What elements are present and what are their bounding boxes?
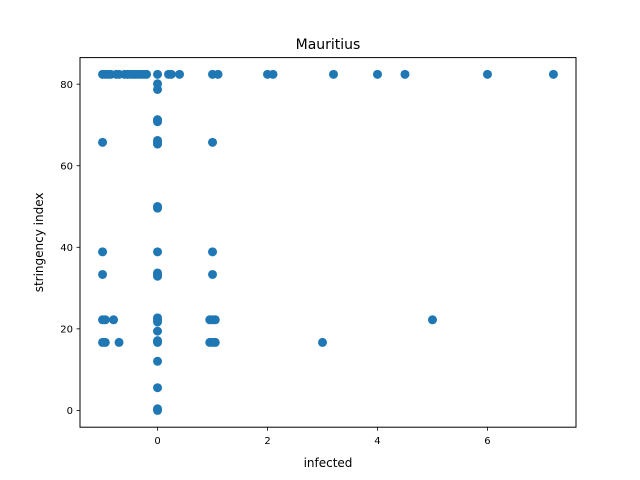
data-point — [153, 356, 163, 366]
data-point — [98, 137, 108, 147]
data-point — [153, 271, 163, 281]
data-point — [153, 117, 163, 127]
data-point — [268, 69, 278, 79]
data-point — [427, 315, 437, 325]
x-tick-label: 2 — [264, 436, 270, 447]
data-point — [208, 269, 218, 279]
data-point — [109, 315, 119, 325]
data-point — [329, 69, 338, 79]
data-point — [208, 247, 218, 257]
data-point — [208, 137, 218, 147]
data-point — [372, 69, 382, 79]
data-point — [100, 315, 110, 325]
y-axis-ticks: 0 20 40 60 80 — [60, 80, 80, 417]
data-point — [153, 203, 163, 213]
data-point — [98, 247, 108, 257]
data-point — [166, 69, 176, 79]
data-point — [548, 69, 558, 79]
chart-title: Mauritius — [296, 37, 361, 53]
y-axis-label: stringency index — [32, 193, 46, 293]
x-tick-label: 4 — [374, 436, 380, 447]
points-layer — [98, 69, 558, 415]
plot-area-frame — [79, 57, 577, 428]
data-point — [153, 69, 163, 79]
data-point — [153, 383, 163, 393]
data-point — [318, 337, 327, 347]
y-tick-label: 60 — [60, 161, 73, 172]
x-axis-label: infected — [304, 456, 353, 470]
y-tick-label: 40 — [60, 243, 73, 254]
y-tick-label: 0 — [67, 406, 73, 417]
y-tick-label: 80 — [60, 80, 73, 91]
data-point — [482, 69, 492, 79]
data-point — [98, 269, 108, 279]
data-point — [153, 247, 163, 257]
x-tick-label: 6 — [484, 436, 490, 447]
x-axis-ticks: 0 2 4 6 — [154, 427, 491, 447]
x-tick-label: 0 — [154, 436, 160, 447]
data-point — [100, 337, 110, 347]
data-point — [153, 317, 163, 327]
data-point — [142, 69, 152, 79]
data-point — [114, 337, 124, 347]
data-point — [210, 315, 220, 325]
data-point — [175, 69, 185, 79]
data-point — [153, 404, 163, 414]
data-point — [400, 69, 410, 79]
data-point — [153, 326, 163, 336]
data-point — [153, 84, 163, 94]
data-point — [210, 337, 220, 347]
data-point — [153, 336, 163, 346]
data-point — [153, 139, 163, 149]
y-tick-label: 20 — [60, 324, 73, 335]
data-point — [213, 69, 223, 79]
